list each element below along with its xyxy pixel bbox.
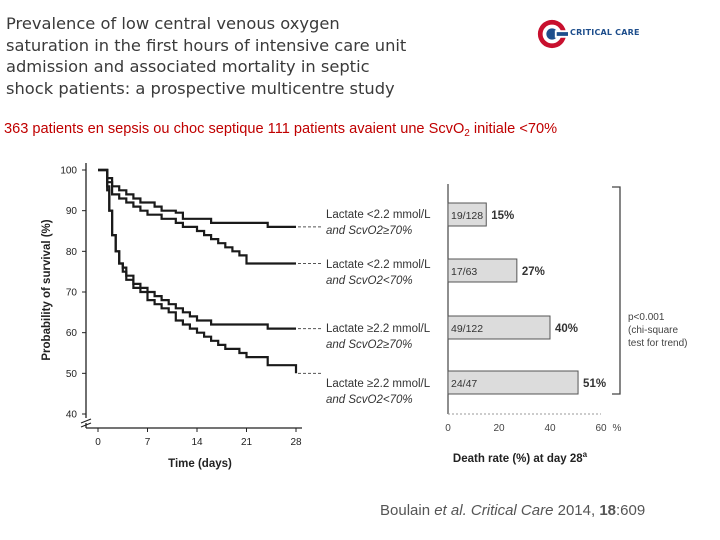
series-label-line1: Lactate <2.2 mmol/L [326, 209, 431, 221]
bar-x-tick-label: 20 [493, 423, 505, 434]
citation-year: 2014, [553, 502, 600, 519]
x-axis-title: Time (days) [168, 458, 232, 470]
bar-category-label: 24/47 [451, 378, 477, 390]
bar-value-label: 15% [491, 210, 514, 222]
series-label-line2: and ScvO2<70% [326, 394, 413, 406]
y-tick-label: 70 [66, 288, 78, 299]
death-rate-bar [447, 315, 551, 340]
series-label-line1: Lactate ≥2.2 mmol/L [326, 323, 431, 335]
y-tick-label: 50 [66, 369, 78, 380]
title-line: admission and associated mortality in se… [6, 57, 370, 76]
trend-annotation: p<0.001 [628, 312, 665, 323]
series-label-line2: and ScvO2<70% [326, 275, 413, 287]
trend-annotation: (chi-square [628, 325, 678, 336]
survival-curve [98, 168, 296, 228]
citation: Boulain et al. Critical Care 2014, 18:60… [380, 502, 645, 519]
series-label-line2: and ScvO2≥70% [326, 225, 412, 237]
bar-value-label: 51% [583, 378, 606, 390]
death-rate-bar [447, 370, 579, 395]
y-tick-label: 80 [66, 247, 78, 258]
title-line: Prevalence of low central venous oxygen [6, 14, 340, 33]
subtitle-main: 363 patients en sepsis ou choc septique … [4, 121, 453, 137]
bar-value-label: 27% [522, 266, 545, 278]
subtitle-o: O [452, 121, 465, 137]
bar-category-label: 49/122 [451, 323, 483, 335]
subtitle-end: initiale <70% [469, 121, 558, 137]
trend-bracket [612, 186, 621, 395]
x-tick-label: 28 [290, 437, 302, 448]
series-label-line2: and ScvO2≥70% [326, 339, 412, 351]
y-axis-title: Probability of survival (%) [41, 219, 53, 360]
trend-annotation: test for trend) [628, 338, 687, 349]
death-rate-bar [447, 202, 487, 227]
bar-x-tick-label: 40 [544, 423, 556, 434]
logo-text: CRITICAL CARE [570, 28, 640, 37]
y-tick-label: 90 [66, 206, 78, 217]
critical-care-logo [537, 19, 568, 49]
survival-curve [98, 168, 298, 374]
death-rate-bar [447, 258, 518, 283]
citation-journal: Critical Care [466, 502, 554, 519]
series-label-line1: Lactate <2.2 mmol/L [326, 259, 431, 271]
citation-author: Boulain [380, 502, 435, 519]
x-tick-label: 0 [95, 437, 101, 448]
x-tick-label: 21 [241, 437, 253, 448]
title-line: shock patients: a prospective multicentr… [6, 78, 395, 98]
survival-curve [98, 168, 296, 265]
bar-x-unit: % [613, 423, 622, 434]
axis-break-mark [80, 418, 92, 424]
bar-x-axis-title: Death rate (%) at day 28a [453, 450, 588, 465]
bar-value-label: 40% [555, 323, 578, 335]
slide-title: Prevalence of low central venous oxygen … [6, 13, 426, 99]
subtitle-subscript: 2 [464, 128, 470, 139]
bar-category-label: 19/128 [451, 210, 483, 222]
survival-chart: 100 90 80 70 60 50 40 0 7 14 21 28 Probability of su… [41, 163, 431, 470]
bar-x-axis-superscript: a [583, 450, 588, 459]
citation-volume: 18 [599, 502, 616, 519]
y-tick-label: 100 [60, 166, 77, 177]
x-tick-label: 14 [191, 437, 203, 448]
death-rate-chart: 0 20 40 60 % Death rate (%) at day 28a 19/128 1… [445, 184, 687, 465]
x-tick-label: 7 [145, 437, 151, 448]
bar-x-tick-label: 0 [445, 423, 451, 434]
bar-x-tick-label: 60 [595, 423, 607, 434]
citation-etal: et al. [434, 502, 467, 519]
series-label-line1: Lactate ≥2.2 mmol/L [326, 378, 431, 390]
title-line: saturation in the first hours of intensi… [6, 35, 407, 55]
bar-category-label: 17/63 [451, 266, 477, 278]
slide-subtitle: 363 patients en sepsis ou choc septique … [4, 121, 557, 139]
y-tick-label: 40 [66, 410, 78, 421]
y-tick-label: 60 [66, 328, 78, 339]
citation-pages: :609 [616, 502, 646, 519]
